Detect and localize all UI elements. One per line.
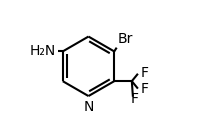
Text: F: F [131,92,139,106]
Text: Br: Br [117,32,133,46]
Text: F: F [141,66,149,80]
Text: H₂N: H₂N [30,44,56,58]
Text: N: N [83,100,94,114]
Text: F: F [141,82,149,96]
